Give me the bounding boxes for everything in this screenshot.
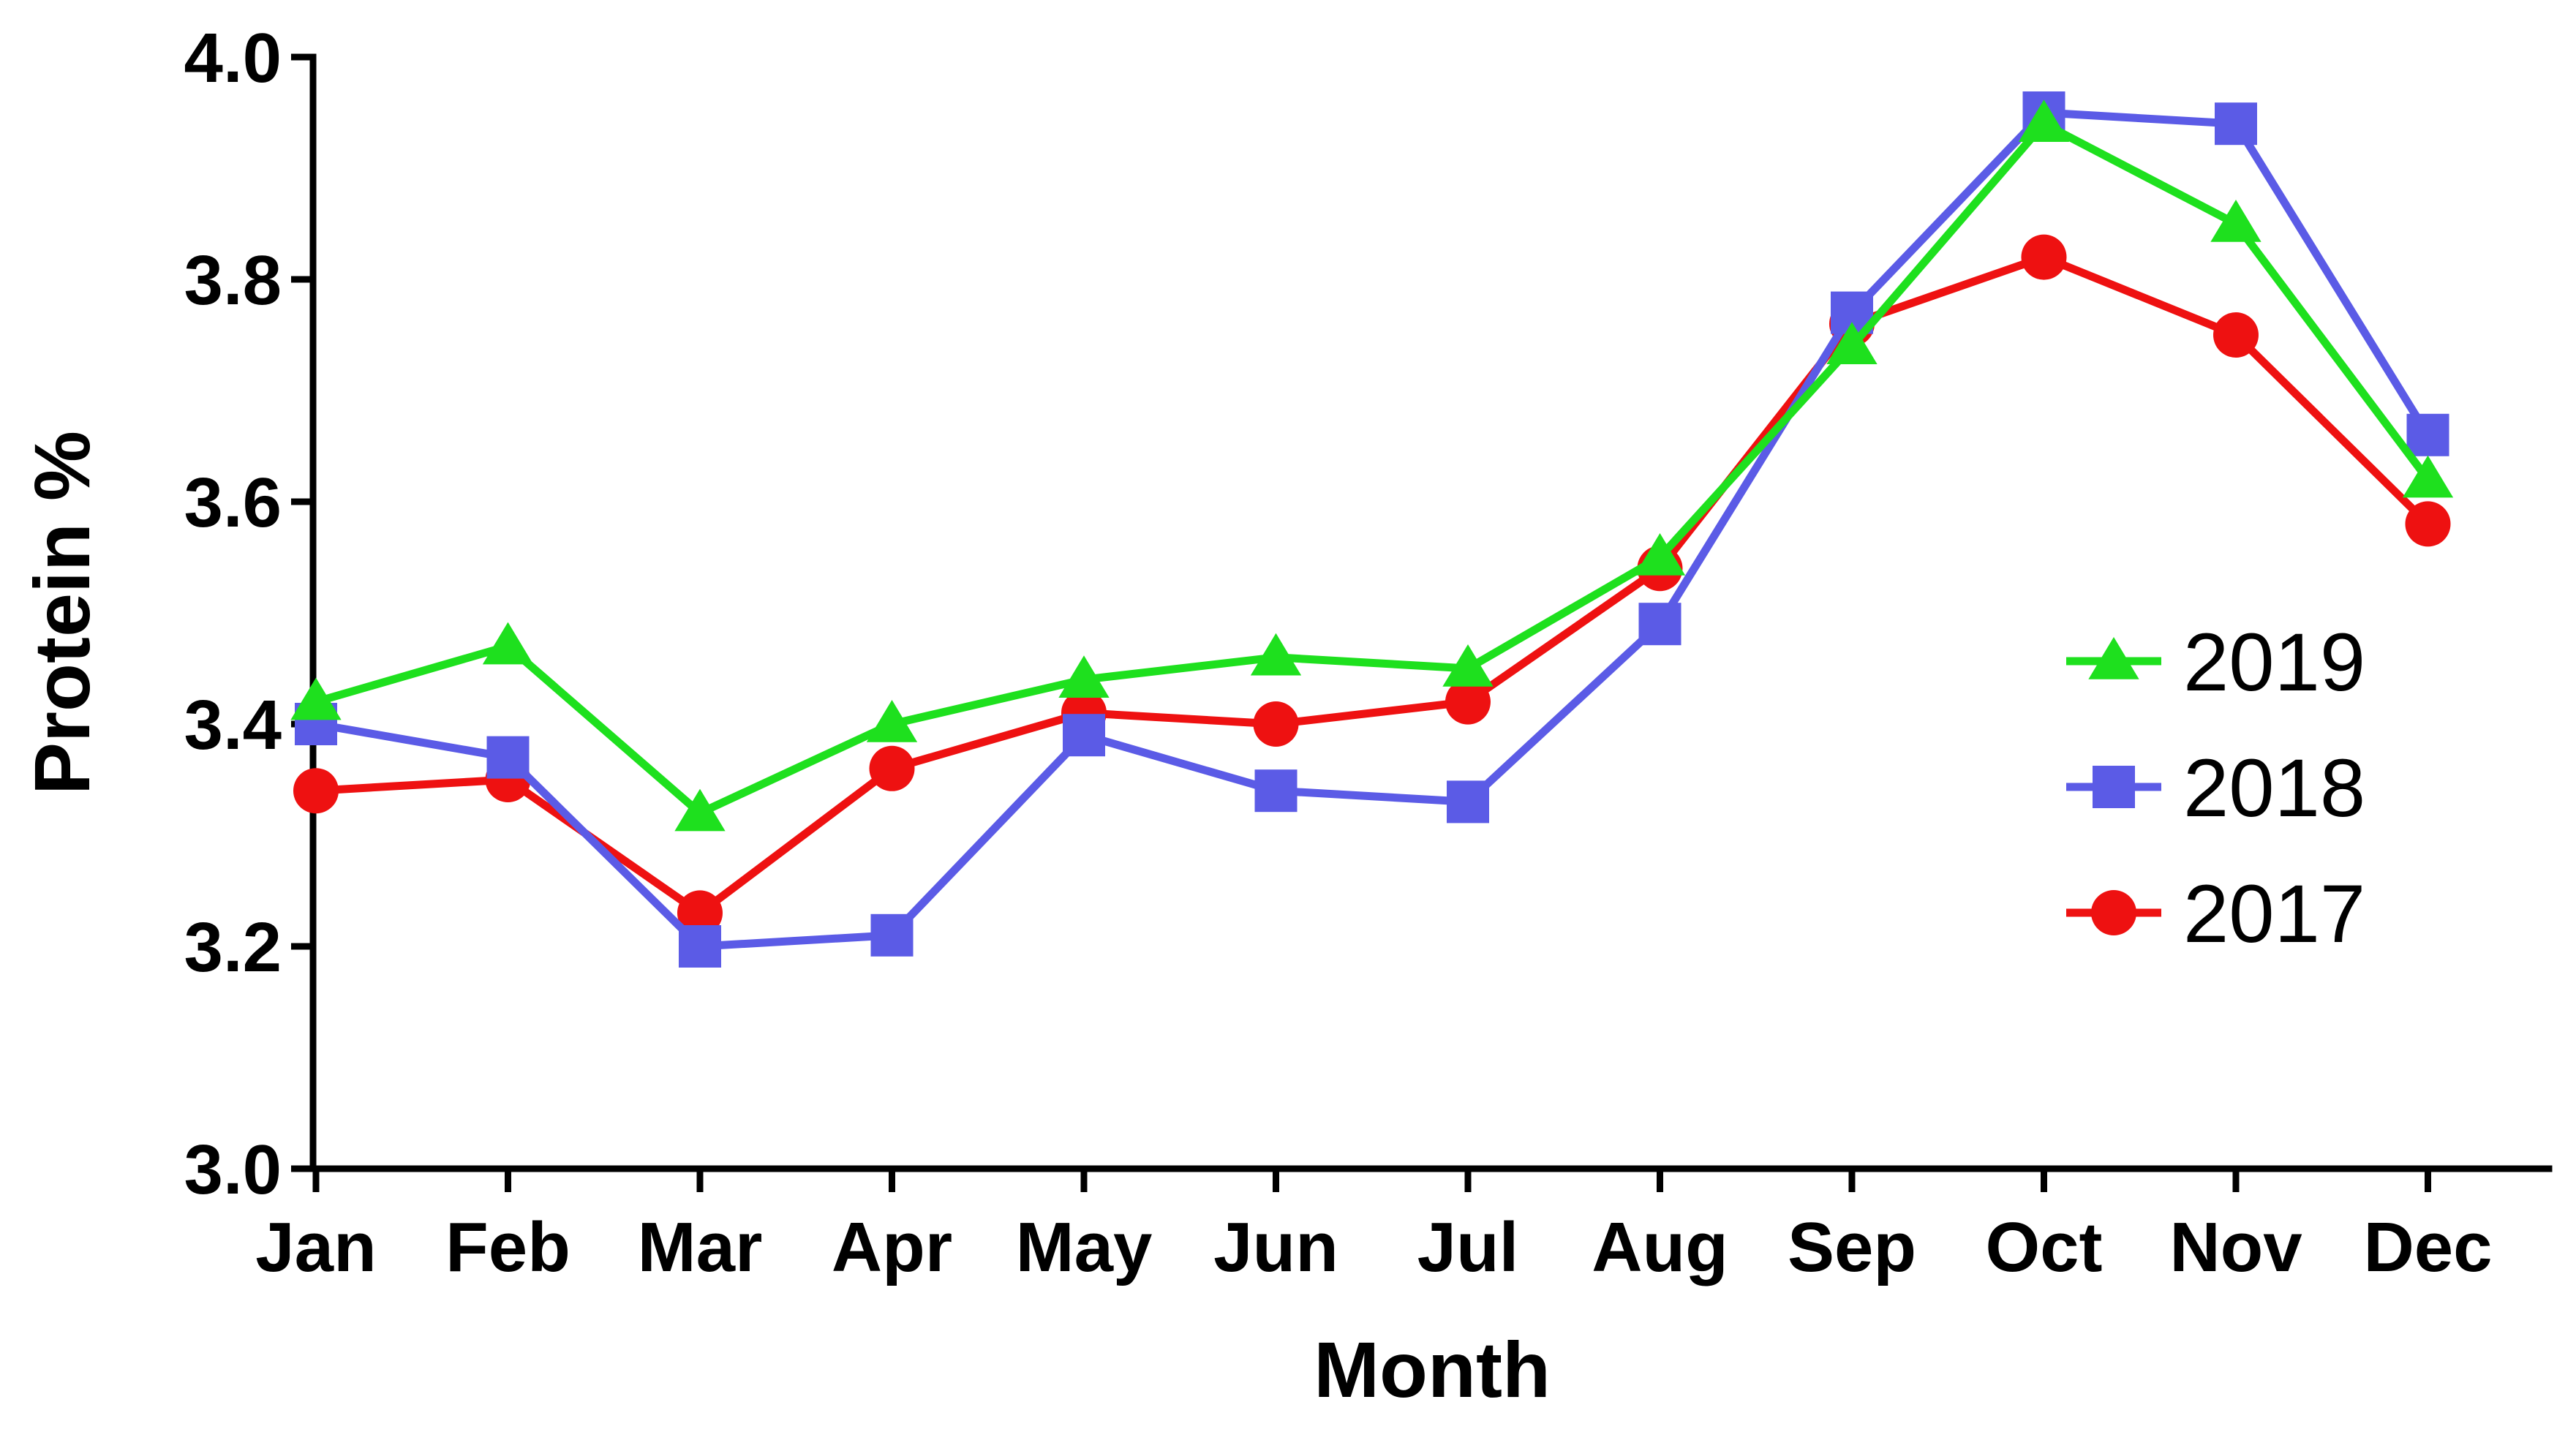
axes (309, 53, 2553, 1172)
legend-label: 2018 (2183, 742, 2365, 834)
x-tick-label: Aug (1592, 1208, 1728, 1286)
data-point-2019-Mar (674, 788, 726, 832)
legend: 2019 2018 2017 (2066, 617, 2365, 960)
data-point-2019-Dec (2402, 455, 2454, 498)
data-point-2019-Jul (1442, 644, 1494, 687)
data-point-2017-Oct (2021, 234, 2067, 280)
data-point-2019-Aug (1634, 533, 1686, 576)
x-tick-label: May (1016, 1208, 1153, 1286)
x-tick-label: Mar (638, 1208, 763, 1286)
legend-label: 2019 (2183, 617, 2365, 708)
legend-item-2018: 2018 (2066, 742, 2365, 834)
x-tick-label: Feb (445, 1208, 570, 1286)
data-point-2018-Apr (870, 913, 914, 957)
x-ticks: Jan Feb Mar Apr May Jun Jul Aug Sep Oct Nov Dec (255, 1169, 2493, 1286)
legend-marker (2093, 766, 2135, 808)
legend-marker (2088, 637, 2139, 679)
y-axis-title: Protein % (18, 431, 106, 795)
y-tick-label: 4.0 (184, 19, 282, 97)
series-line-2018 (315, 108, 2432, 951)
y-tick-label: 3.0 (184, 1131, 282, 1209)
legend-item-2017: 2017 (2066, 868, 2365, 960)
series-line-2019 (315, 119, 2431, 818)
data-point-2019-Jun (1250, 633, 1302, 676)
data-point-2018-Nov (2215, 102, 2257, 146)
x-tick-label: Sep (1788, 1208, 1916, 1286)
data-point-2019-Apr (866, 700, 918, 742)
data-point-2017-Jan (293, 768, 339, 814)
data-point-2019-Nov (2210, 200, 2261, 242)
series-layer (290, 91, 2454, 968)
data-point-2018-Aug (1638, 603, 1681, 646)
x-tick-label: Jun (1213, 1208, 1338, 1286)
x-tick-label: Jul (1417, 1208, 1519, 1286)
x-tick-label: Jan (255, 1208, 376, 1286)
data-point-2017-Nov (2213, 312, 2259, 358)
legend-label: 2017 (2183, 868, 2365, 960)
series-2018 (295, 91, 2449, 968)
x-tick-label: Nov (2169, 1208, 2302, 1286)
data-point-2019-Jan (290, 677, 342, 720)
data-point-2017-Dec (2405, 501, 2451, 547)
data-point-2017-Jun (1253, 701, 1299, 747)
series-2019 (290, 99, 2454, 832)
series-2017 (293, 234, 2451, 936)
data-point-2018-Feb (486, 736, 530, 779)
x-tick-label: Apr (832, 1208, 952, 1286)
data-point-2017-Jul (1445, 679, 1491, 725)
legend-item-2019: 2019 (2066, 617, 2365, 708)
x-tick-label: Oct (1985, 1208, 2102, 1286)
data-point-2018-Jul (1447, 780, 1489, 824)
y-tick-label: 3.6 (184, 464, 282, 542)
data-point-2019-Oct (2018, 99, 2070, 142)
y-tick-label: 3.8 (184, 241, 282, 320)
data-point-2017-Mar (677, 890, 723, 936)
x-axis-title: Month (1314, 1325, 1551, 1414)
x-tick-label: Dec (2363, 1208, 2492, 1286)
y-tick-label: 3.2 (184, 908, 282, 987)
data-point-2019-Sep (1826, 322, 1878, 364)
series-line-2017 (315, 253, 2431, 917)
y-tick-label: 3.4 (184, 686, 282, 764)
data-point-2019-Feb (482, 622, 534, 665)
data-point-2018-Jun (1254, 769, 1298, 813)
data-point-2018-May (1063, 714, 1105, 757)
legend-marker (2091, 890, 2136, 935)
data-point-2018-Mar (679, 925, 721, 968)
y-ticks: 3.0 3.2 3.4 3.6 3.8 4.0 (184, 19, 313, 1209)
data-point-2017-Apr (869, 745, 915, 791)
data-point-2018-Dec (2406, 413, 2449, 456)
data-point-2019-May (1058, 655, 1110, 698)
